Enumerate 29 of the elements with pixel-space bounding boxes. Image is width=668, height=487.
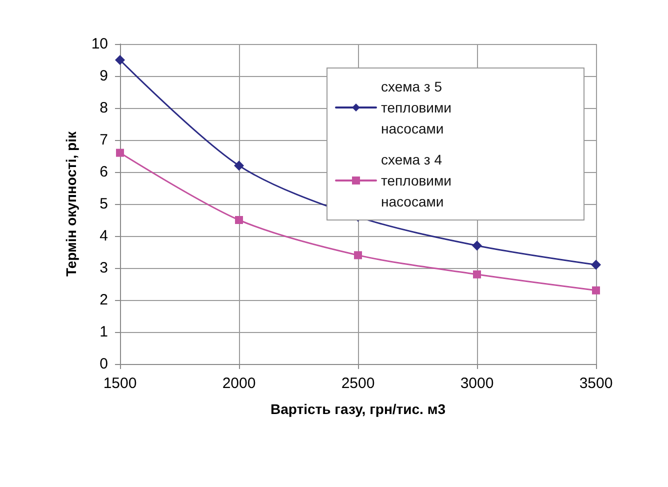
y-tick-label: 9 (100, 68, 108, 84)
y-tick-label: 0 (100, 356, 108, 372)
y-tick-label: 6 (100, 164, 108, 180)
point (591, 260, 601, 270)
x-tick-label: 3000 (460, 375, 494, 392)
point (116, 148, 124, 157)
y-tick-label: 5 (100, 196, 108, 212)
point (235, 216, 243, 224)
x-tick-label: 2500 (341, 375, 375, 392)
point (234, 160, 244, 171)
y-tick-label: 4 (100, 228, 108, 244)
y-axis-title: Термін окупності, рік (63, 130, 79, 276)
point (472, 240, 482, 251)
x-tick-label: 3500 (579, 375, 613, 392)
y-tick-label: 1 (100, 324, 108, 340)
legend-label: схема з 5 тепловими насосами (381, 78, 456, 136)
x-tick-label: 2000 (222, 375, 256, 392)
y-tick-label: 10 (91, 36, 108, 52)
point (354, 251, 362, 260)
point (115, 55, 125, 65)
y-tick-label: 3 (100, 260, 108, 276)
x-axis-title: Вартість газу, грн/тис. м3 (270, 401, 446, 417)
y-tick-label: 8 (100, 100, 108, 116)
point (592, 286, 600, 294)
point (473, 270, 481, 278)
y-tick-label: 2 (100, 292, 108, 308)
x-tick-label: 1500 (103, 375, 137, 392)
y-tick-label: 7 (100, 132, 108, 148)
legend-label: схема з 4 тепловими насосами (381, 152, 456, 210)
